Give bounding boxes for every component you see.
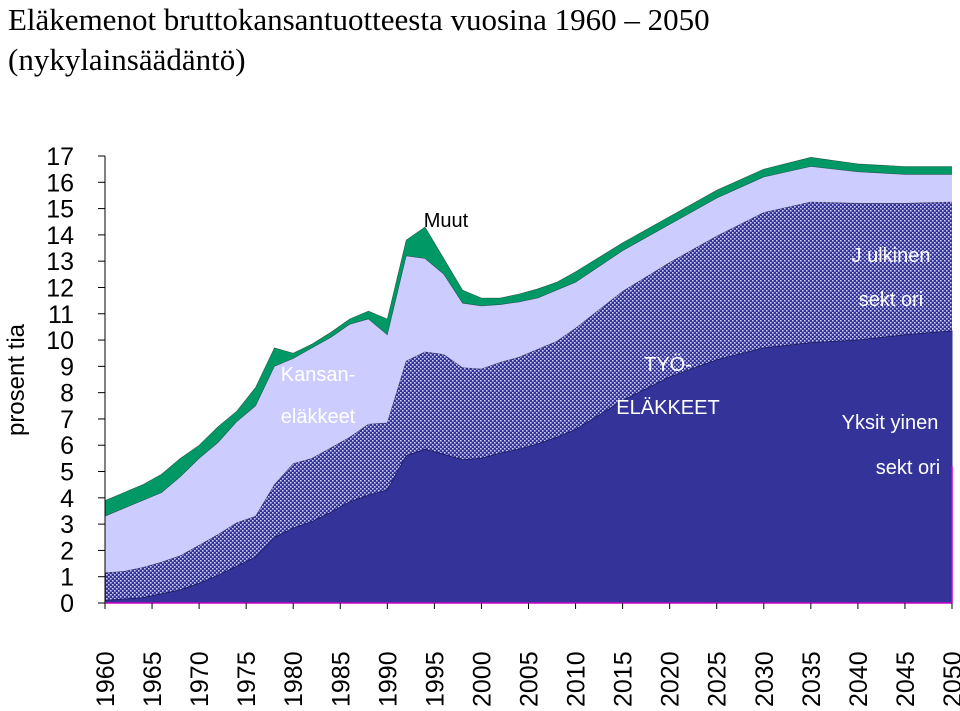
chart-title: Eläkemenot bruttokansantuotteesta vuosin… [8,0,710,80]
annotation-julk1: J ulkinen [852,245,931,267]
x-tick-label: 1965 [139,651,167,707]
annotation-tyo2: ELÄKKEET [616,397,719,419]
y-tick-label: 6 [60,432,74,460]
x-tick-label: 2050 [939,651,960,707]
x-tick-label: 2025 [704,651,732,707]
x-tick-label: 1985 [327,651,355,707]
annotation-yks2: sekt ori [876,457,940,479]
x-tick-label: 1995 [421,651,449,707]
x-tick-label: 1990 [374,651,402,707]
x-tick-label: 2045 [892,651,920,707]
x-tick-label: 1970 [186,651,214,707]
line-public [104,201,953,574]
x-tick-label: 2035 [798,651,826,707]
y-tick-label: 11 [48,301,74,329]
y-tick-label: 17 [46,143,74,171]
x-tick-label: 2010 [563,651,591,707]
annotation-kansan1: Kansan- [281,364,356,386]
y-tick-label: 14 [46,222,74,250]
line-private [104,330,953,601]
y-tick-label: 16 [46,169,74,197]
x-tick-label: 1960 [92,651,120,707]
y-tick-label: 4 [60,485,74,513]
y-tick-label: 8 [60,380,74,408]
x-tick-label: 2000 [468,651,496,707]
y-tick-label: 9 [60,353,74,381]
annotation-tyo1: TYÖ- [644,354,692,376]
x-tick-label: 2040 [845,651,873,707]
y-tick-label: 12 [46,274,74,302]
y-tick-label: 15 [46,196,74,224]
x-tick-label: 2015 [610,651,638,707]
line-muut [104,156,952,501]
annotation-yks1: Yksit yinen [842,412,939,434]
y-tick-label: 10 [46,327,74,355]
x-tick-label: 1980 [280,651,308,707]
y-axis-label: prosent tia [3,323,30,436]
y-tick-label: 7 [60,406,74,434]
chart-title-line-1: Eläkemenot bruttokansantuotteesta vuosin… [8,2,710,37]
x-tick-label: 2005 [516,651,544,707]
annotation-julk2: sekt ori [859,289,923,311]
line-kansanelakkeet [104,166,952,517]
y-tick-label: 0 [60,590,74,618]
area-layers [104,156,953,604]
x-tick-label: 1975 [233,651,261,707]
chart-annotations: Muut Kansan-eläkkeet TYÖ- ELÄKKEET J ulkinen… [281,210,940,479]
x-tick-label: 2020 [657,651,685,707]
y-tick-label: 3 [60,511,74,539]
x-tick-label: 2030 [751,651,779,707]
annotation-muut: Muut [424,210,469,232]
y-tick-label: 2 [60,537,74,565]
y-tick-label: 5 [60,459,74,487]
annotation-kansan2: eläkkeet [281,406,356,428]
y-tick-label: 13 [46,248,74,276]
chart-title-line-2: (nykylainsäädäntö) [8,42,246,77]
y-tick-label: 1 [60,564,74,592]
